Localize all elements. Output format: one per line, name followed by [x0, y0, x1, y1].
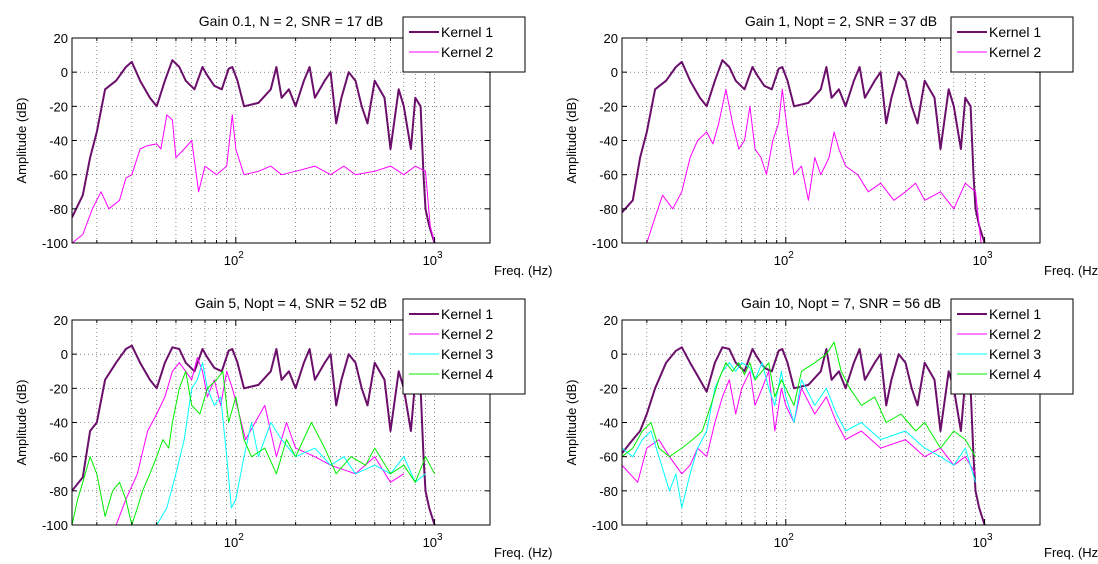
series-kernel-1 — [72, 59, 436, 243]
y-tick-label: 0 — [61, 65, 68, 80]
series-kernel-3 — [622, 362, 976, 509]
chart-panel-4: 20 0 -20 -40 -60 -80 -100 102 103 Gain 10, Nopt =… — [564, 295, 1098, 560]
legend-entry: Kernel 1 — [441, 306, 493, 322]
y-tick-label: 20 — [54, 313, 68, 328]
x-tick-label: 102 — [774, 532, 794, 550]
y-tick-label: -40 — [599, 134, 618, 149]
x-tick-label: 103 — [423, 250, 443, 268]
legend: Kernel 1 Kernel 2 Kernel 3 Kernel 4 — [950, 298, 1074, 395]
chart-panel-2: 20 0 -20 -40 -60 -80 -100 102 103 Gain 1, Nopt = … — [564, 13, 1098, 278]
series-kernel-2 — [115, 357, 405, 525]
legend: Kernel 1 Kernel 2 — [950, 16, 1074, 73]
x-tick-label: 102 — [224, 250, 244, 268]
y-tick-label: -60 — [49, 450, 68, 465]
legend: Kernel 1 Kernel 2 — [402, 16, 526, 73]
y-tick-label: 20 — [54, 31, 68, 46]
x-axis-label: Freq. (Hz) — [494, 545, 553, 560]
legend-entry: Kernel 1 — [441, 24, 493, 40]
y-tick-label: 20 — [604, 313, 618, 328]
series-kernel-4 — [72, 370, 436, 525]
legend-entry: Kernel 4 — [989, 366, 1041, 382]
y-tick-label: -40 — [599, 416, 618, 431]
y-tick-label: -20 — [49, 99, 68, 114]
chart-panel-1: 20 0 -20 -40 -60 -80 -100 102 103 Gain 0.1, N = 2… — [14, 13, 553, 278]
y-tick-label: -60 — [599, 168, 618, 183]
y-axis-label: Amplitude (dB) — [564, 98, 579, 184]
x-tick-label: 103 — [423, 532, 443, 550]
y-tick-label: -100 — [592, 518, 618, 533]
y-axis-label: Amplitude (dB) — [14, 380, 29, 466]
x-tick-label: 103 — [973, 250, 993, 268]
y-tick-label: 0 — [611, 65, 618, 80]
legend-entry: Kernel 2 — [441, 326, 493, 342]
x-axis-label: Freq. (Hz) — [1044, 545, 1098, 560]
x-axis-label: Freq. (Hz) — [494, 263, 553, 278]
y-tick-label: -80 — [599, 484, 618, 499]
y-tick-label: -80 — [49, 202, 68, 217]
series-kernel-2 — [646, 88, 982, 243]
y-axis-label: Amplitude (dB) — [564, 380, 579, 466]
y-tick-label: -60 — [49, 168, 68, 183]
series-kernel-1 — [622, 346, 986, 525]
legend-entry: Kernel 4 — [441, 366, 493, 382]
y-tick-label: -20 — [49, 381, 68, 396]
x-tick-label: 102 — [224, 532, 244, 550]
legend-entry: Kernel 3 — [989, 346, 1041, 362]
chart-title: Gain 10, Nopt = 7, SNR = 56 dB — [741, 295, 941, 311]
y-tick-label: -100 — [42, 236, 68, 251]
series-kernel-3 — [156, 362, 426, 525]
chart-title: Gain 1, Nopt = 2, SNR = 37 dB — [745, 13, 937, 29]
y-tick-label: -60 — [599, 450, 618, 465]
series-kernel-1 — [622, 59, 986, 243]
series-kernel-2 — [622, 370, 976, 483]
chart-title: Gain 5, Nopt = 4, SNR = 52 dB — [195, 295, 387, 311]
legend-entry: Kernel 1 — [989, 24, 1041, 40]
y-tick-label: -100 — [592, 236, 618, 251]
y-tick-label: -20 — [599, 381, 618, 396]
legend: Kernel 1 Kernel 2 Kernel 3 Kernel 4 — [402, 298, 526, 395]
chart-panel-3: 20 0 -20 -40 -60 -80 -100 102 103 Gain 5, Nopt = … — [14, 295, 553, 560]
chart-title: Gain 0.1, N = 2, SNR = 17 dB — [199, 13, 383, 29]
legend-entry: Kernel 1 — [989, 306, 1041, 322]
y-tick-label: 0 — [61, 347, 68, 362]
y-tick-label: 20 — [604, 31, 618, 46]
y-tick-label: -40 — [49, 134, 68, 149]
y-axis-label: Amplitude (dB) — [14, 98, 29, 184]
y-tick-label: -80 — [49, 484, 68, 499]
y-tick-label: -80 — [599, 202, 618, 217]
legend-entry: Kernel 2 — [989, 326, 1041, 342]
legend-entry: Kernel 2 — [441, 44, 493, 60]
y-tick-label: -20 — [599, 99, 618, 114]
series-kernel-1 — [72, 344, 436, 525]
x-tick-label: 103 — [973, 532, 993, 550]
x-axis-label: Freq. (Hz) — [1044, 263, 1098, 278]
series-kernel-4 — [622, 341, 976, 458]
y-tick-label: -40 — [49, 416, 68, 431]
legend-entry: Kernel 2 — [989, 44, 1041, 60]
x-tick-label: 102 — [774, 250, 794, 268]
legend-entry: Kernel 3 — [441, 346, 493, 362]
series-kernel-2 — [72, 114, 436, 243]
y-tick-label: -100 — [42, 518, 68, 533]
y-tick-label: 0 — [611, 347, 618, 362]
